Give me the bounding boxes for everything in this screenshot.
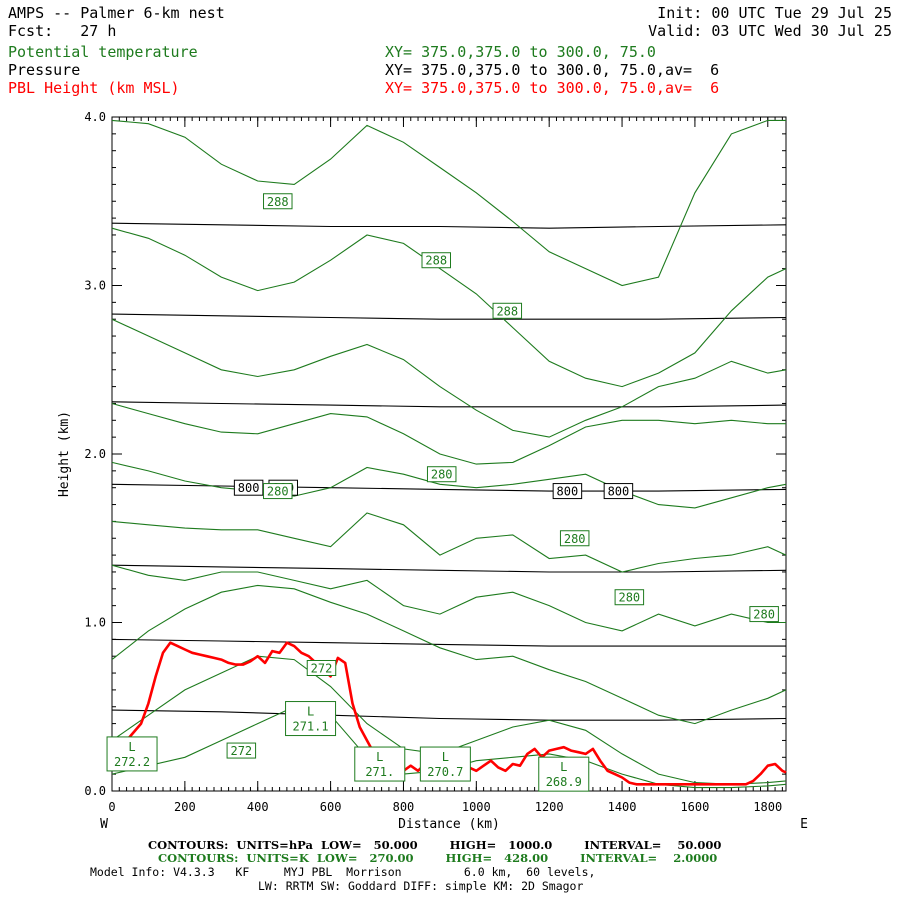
x-tick-label: 1600: [680, 800, 709, 814]
theta-contour-label: 280: [564, 532, 586, 546]
y-tick-label: 4.0: [84, 110, 106, 124]
pressure-contour-line: [111, 222, 787, 229]
pressure-contour-line: [111, 709, 787, 721]
theta-low-marker: L: [442, 750, 449, 764]
x-tick-label: 1400: [608, 800, 637, 814]
x-tick-label: 0: [108, 800, 115, 814]
x-tick-label: 1800: [753, 800, 782, 814]
model-info: Model Info: V4.3.3 KF MYJ PBL Morrison 6…: [90, 865, 596, 879]
theta-contour-label-box: [749, 606, 779, 623]
contour-labels: 8008008008002882882882802802802802802722…: [106, 193, 779, 792]
forecast-hour: Fcst: 27 h: [8, 22, 117, 40]
theta-contour-label: 272: [311, 661, 333, 675]
pressure-contour-info: CONTOURS: UNITS=hPa LOW= 50.000 HIGH= 10…: [148, 838, 722, 852]
theta-low-value: 271.1: [292, 720, 328, 734]
theta-contour-line: [111, 564, 786, 632]
field-pbl-xy: XY= 375.0,375.0 to 300.0, 75.0,av= 6: [385, 79, 720, 97]
axis-ticks: [111, 116, 786, 792]
y-axis-label: Height (km): [57, 411, 72, 497]
theta-low-marker: L: [376, 750, 383, 764]
theta-low-box: [419, 746, 471, 782]
y-tick-label: 1.0: [84, 616, 106, 630]
theta-contour-label: 288: [496, 304, 518, 318]
theta-contour-label: 288: [425, 254, 447, 268]
pressure-contour-line: [111, 313, 787, 320]
theta-contour-line: [111, 461, 787, 509]
theta-contour-line: [111, 227, 787, 388]
theta-low-box: [354, 746, 406, 782]
x-tick-label: 1000: [462, 800, 491, 814]
theta-low-marker: L: [307, 705, 314, 719]
theta-contour-label: 280: [618, 591, 640, 605]
theta-contour-label-box: [306, 659, 337, 676]
y-tick-label: 0.0: [84, 784, 106, 798]
theta-low-value: 272.2: [114, 755, 150, 769]
pressure-contour-label-box: [233, 479, 264, 496]
x-axis-east-label: E: [800, 817, 808, 832]
theta-contour-info: CONTOURS: UNITS=K LOW= 270.00 HIGH= 428.…: [158, 851, 718, 865]
theta-low-marker: L: [560, 760, 567, 774]
theta-contour-label-box: [421, 252, 451, 269]
theta-contours: [111, 119, 787, 789]
theta-contour-label-box: [426, 466, 457, 483]
theta-contour-label: 288: [267, 195, 289, 209]
theta-contour-label: 272: [230, 744, 252, 758]
field-pressure-xy: XY= 375.0,375.0 to 300.0, 75.0,av= 6: [385, 61, 720, 79]
valid-time: Valid: 03 UTC Wed 30 Jul 25: [648, 22, 892, 40]
pressure-contour-line: [111, 638, 786, 647]
x-tick-label: 1200: [535, 800, 564, 814]
theta-contour-line: [111, 584, 787, 725]
x-axis-west-label: W: [100, 817, 108, 832]
theta-contour-line: [111, 318, 787, 438]
theta-contour-label-box: [492, 302, 523, 319]
theta-contour-label-box: [263, 193, 293, 210]
pressure-contour-line: [111, 401, 787, 408]
theta-contour-label-box: [559, 530, 590, 547]
theta-low-value: 270.7: [427, 765, 463, 779]
pressure-contour-line: [111, 483, 787, 492]
init-time: Init: 00 UTC Tue 29 Jul 25: [657, 4, 892, 22]
y-tick-label: 2.0: [84, 447, 106, 461]
pressure-contour-line: [111, 564, 787, 573]
theta-contour-label: 280: [753, 608, 775, 622]
x-tick-label: 600: [320, 800, 342, 814]
theta-contour-line: [111, 512, 787, 573]
theta-contour-label-box: [226, 742, 257, 759]
y-tick-label: 3.0: [84, 279, 106, 293]
theta-contour-label-box: [614, 589, 645, 606]
field-pressure-label: Pressure: [8, 61, 81, 79]
pressure-contour-label: 800: [608, 485, 630, 499]
theta-contour-label: 280: [431, 468, 453, 482]
plot-frame: [111, 116, 787, 792]
field-pbl-label: PBL Height (km MSL): [8, 79, 180, 97]
pressure-contours: [111, 222, 787, 721]
field-theta-label: Potential temperature: [8, 43, 198, 61]
pressure-contour-label-box: [552, 483, 583, 500]
theta-low-box: [106, 736, 158, 772]
theta-low-box: [285, 701, 337, 737]
x-tick-label: 400: [247, 800, 269, 814]
theta-low-value: 271.: [365, 765, 394, 779]
theta-contour-line: [111, 119, 786, 287]
pressure-contour-label: 800: [557, 485, 579, 499]
theta-low-marker: L: [128, 740, 135, 754]
pressure-contour-label: 800: [238, 481, 260, 495]
theta-low-value: 268.9: [546, 775, 582, 789]
theta-low-box: [538, 756, 590, 792]
x-tick-label: 800: [393, 800, 415, 814]
theta-contour-line: [111, 402, 786, 465]
field-theta-xy: XY= 375.0,375.0 to 300.0, 75.0: [385, 43, 656, 61]
theta-contour-label: 280: [267, 485, 289, 499]
model-title: AMPS -- Palmer 6-km nest: [8, 4, 225, 22]
axis-tick-labels: 0 200 400 600 800 1000 1200 1400 1600 1800 0.0 1.0 2…: [84, 110, 782, 814]
theta-contour-label-box: [263, 483, 293, 500]
x-tick-label: 200: [174, 800, 196, 814]
pressure-contour-label-box: [603, 483, 634, 500]
x-axis-label: Distance (km): [398, 817, 500, 832]
physics-info: LW: RRTM SW: Goddard DIFF: simple KM: 2D…: [258, 879, 584, 893]
